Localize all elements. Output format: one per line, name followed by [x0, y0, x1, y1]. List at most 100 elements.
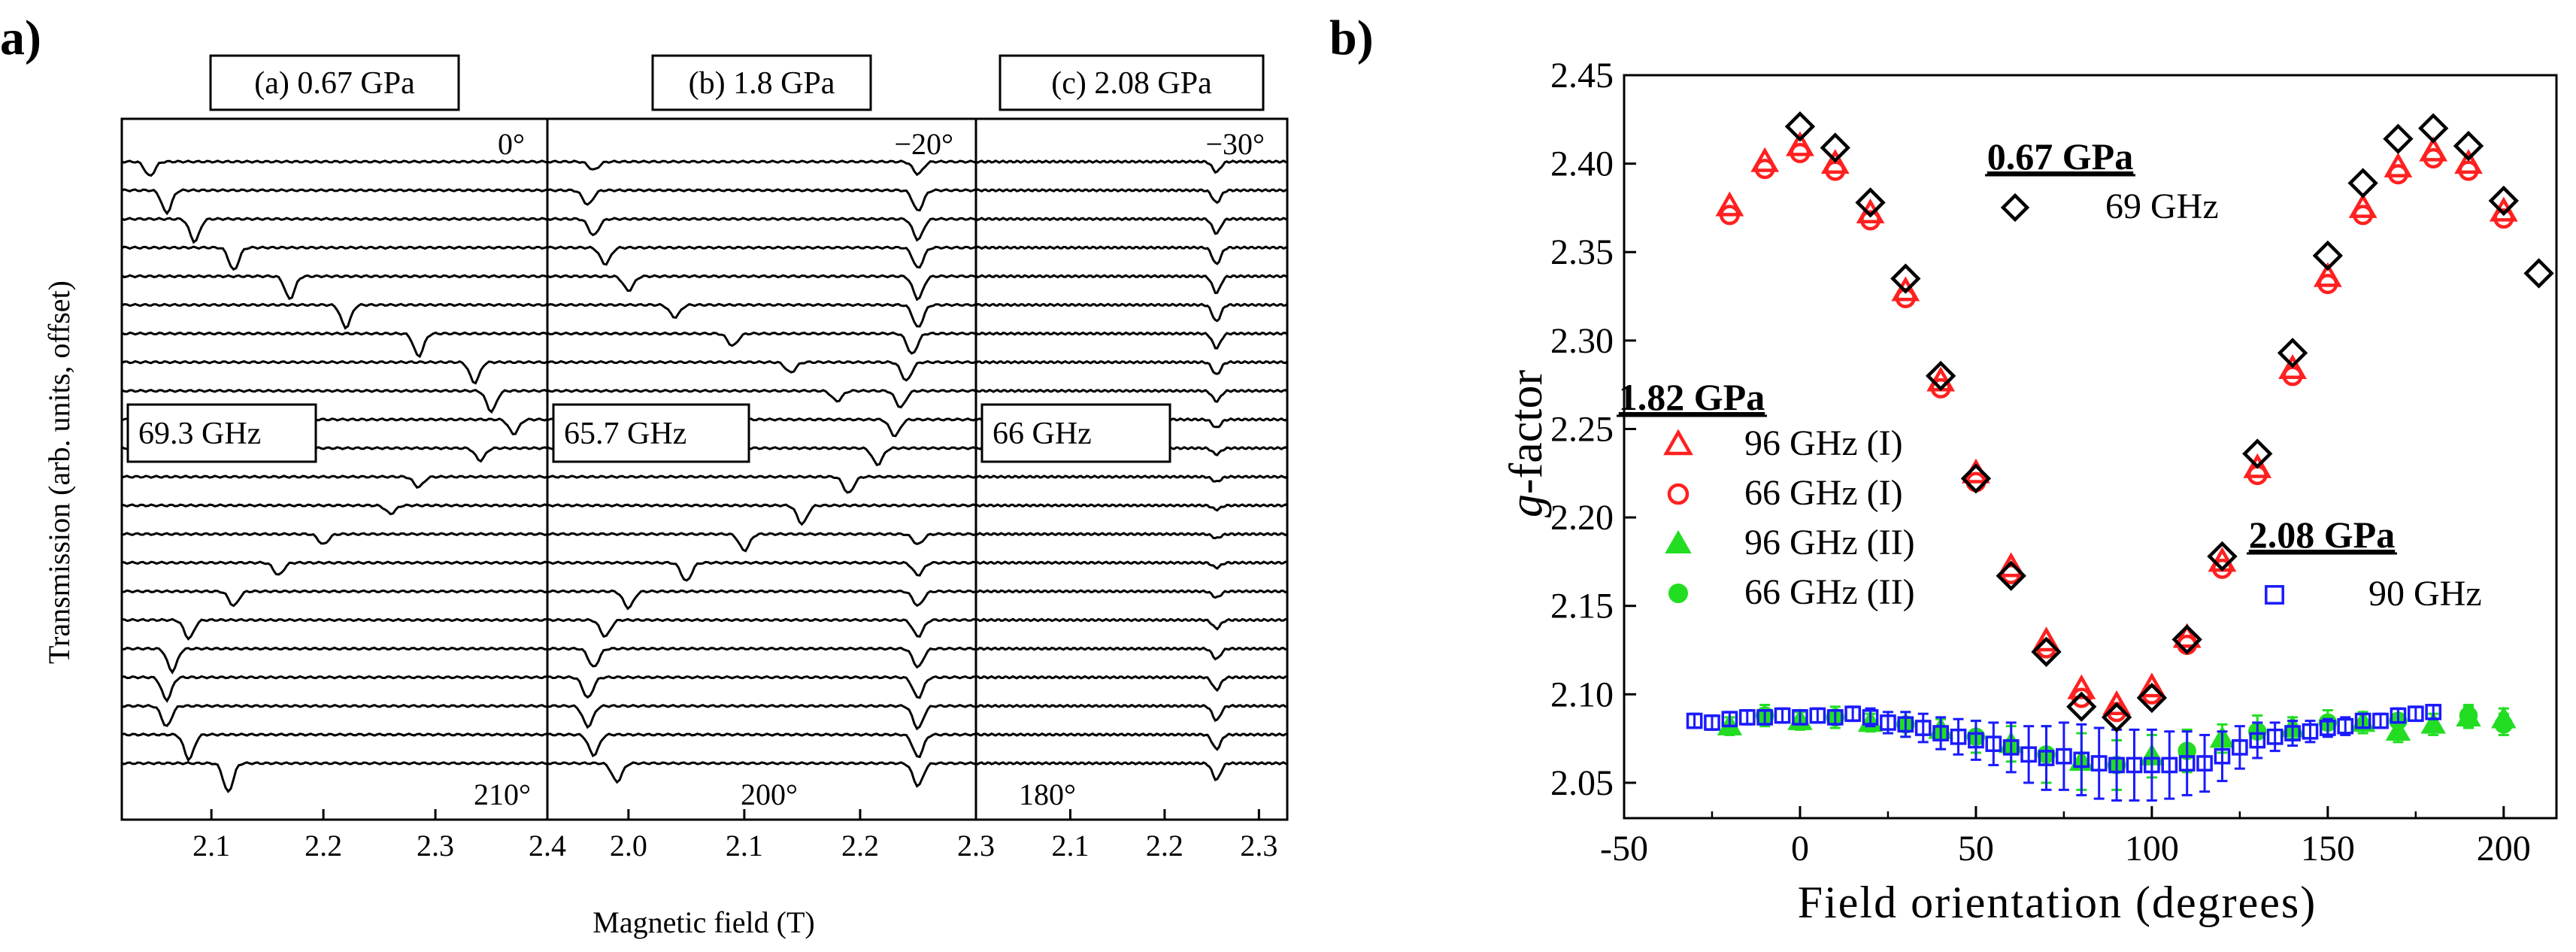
spectrum-trace [975, 274, 1288, 295]
spectrum-trace [547, 761, 977, 788]
spectrum-trace [975, 503, 1288, 512]
data-point-circle [2387, 164, 2408, 185]
data-point-square [2056, 747, 2072, 765]
data-point-triangle [1891, 276, 1920, 302]
data-point-diamond [2066, 691, 2097, 722]
data-point-square [2354, 712, 2371, 729]
angle-label-bottom: 180° [1019, 778, 1076, 811]
x-tick-label: 0 [1791, 829, 1809, 869]
data-point-square [1686, 712, 1703, 729]
data-point-square [1844, 705, 1862, 723]
panel-b-label: b) [1329, 11, 1374, 65]
spectrum-trace [975, 188, 1288, 205]
spectrum-trace [121, 503, 548, 516]
data-point-triangle [2243, 453, 2272, 478]
data-point-diamond [2101, 702, 2132, 733]
ylabel-rest: -factor [1501, 370, 1552, 495]
y-tick-label: 2.35 [1550, 232, 1614, 272]
spectrum-trace [121, 474, 548, 490]
frequency-label: 66 GHz [993, 417, 1092, 451]
data-point-square [2249, 732, 2266, 749]
data-point-diamond [2171, 624, 2202, 655]
spectrum-trace [121, 589, 548, 608]
spectrum-trace [975, 474, 1288, 483]
data-point-triangle [1786, 131, 1814, 156]
data-point-square [1880, 714, 1896, 731]
spectrum-trace [975, 302, 1288, 323]
x-tick-label: 50 [1958, 829, 1994, 869]
data-point-diamond [1820, 132, 1850, 163]
data-point-square [2020, 746, 2037, 763]
y-tick-label: 2.20 [1550, 498, 1614, 538]
data-point-triangle-filled [2420, 711, 2446, 734]
data-point-square [1932, 725, 1949, 741]
spectrum-trace [975, 388, 1288, 403]
data-point-circle [1860, 210, 1881, 231]
data-point-circle-filled [2494, 715, 2514, 734]
spectrum-trace [975, 217, 1288, 235]
data-point-square [2266, 728, 2284, 745]
subpanel-header: (b) 1.8 GPa [689, 66, 835, 101]
x-tick-label: 2.2 [1146, 829, 1183, 863]
data-point-diamond [2031, 636, 2062, 668]
spectrum-trace [975, 675, 1287, 693]
data-point-diamond [2136, 682, 2168, 714]
legend-entry: 96 GHz (II) [1744, 523, 1915, 562]
data-point-circle-filled [2459, 706, 2478, 725]
spectrum-trace [121, 159, 548, 177]
data-point-diamond [1855, 187, 1886, 218]
data-point-triangle [2384, 152, 2413, 177]
data-point-square [2232, 739, 2248, 756]
legend-title: 2.08 GPa [2249, 514, 2395, 556]
data-point-square [2390, 707, 2407, 724]
data-point-triangle [2032, 626, 2061, 652]
y-tick-label: 2.30 [1550, 321, 1614, 361]
x-tick-label: 200 [2477, 829, 2531, 869]
data-point-square [1756, 709, 1774, 726]
spectrum-trace [121, 245, 548, 271]
panel-a-spectra: Transmission (arb. units, offset) Magnet… [42, 54, 1289, 939]
data-point-circle-filled [1668, 584, 1688, 603]
data-point-triangle [2138, 672, 2166, 698]
data-point-square [2425, 704, 2442, 720]
legend-entry: 96 GHz (I) [1744, 423, 1903, 463]
spectrum-trace [121, 675, 547, 703]
spectrum-trace [975, 245, 1288, 265]
x-tick-label: 2.1 [1051, 829, 1089, 863]
legend-entry: 69 GHz [2105, 186, 2219, 226]
frequency-label-box [980, 403, 1171, 463]
data-point-diamond [2453, 130, 2484, 162]
data-point-square [2372, 712, 2389, 729]
data-point-triangle [1663, 429, 1693, 456]
data-point-square [1704, 714, 1720, 731]
spectrum-trace [975, 331, 1288, 350]
spectrum-trace [547, 331, 977, 355]
data-point-diamond [2000, 193, 2030, 223]
data-point-diamond [2277, 338, 2308, 368]
data-point-triangle [2172, 623, 2202, 648]
angle-label-bottom: 200° [741, 778, 798, 811]
subpanel-header-box [651, 54, 872, 111]
x-tick-label: 2.4 [529, 829, 566, 863]
data-point-diamond [2207, 541, 2238, 572]
data-point-square [2144, 756, 2160, 774]
y-tick-label: 2.15 [1550, 587, 1614, 626]
spectrum-trace [121, 302, 548, 330]
legend-entry: 90 GHz [2368, 574, 2482, 614]
x-tick-label: 100 [2125, 829, 2179, 869]
frequency-label: 69.3 GHz [138, 417, 261, 451]
y-tick-label: 2.10 [1550, 675, 1614, 714]
spectrum-trace [122, 646, 548, 675]
data-point-diamond [1996, 560, 2026, 591]
spectrum-trace [547, 388, 977, 409]
x-tick-label: 2.3 [1240, 829, 1277, 863]
spectrum-trace [547, 359, 977, 382]
series-90-ghz-2-08-gpa- [1686, 703, 2442, 802]
x-tick-label: 150 [2301, 829, 2355, 869]
data-point-square [2126, 756, 2143, 774]
ylabel-italic: g [1501, 494, 1552, 517]
data-point-diamond [2523, 258, 2554, 289]
data-point-square [2319, 720, 2336, 736]
x-tick-label: 2.3 [417, 829, 454, 863]
